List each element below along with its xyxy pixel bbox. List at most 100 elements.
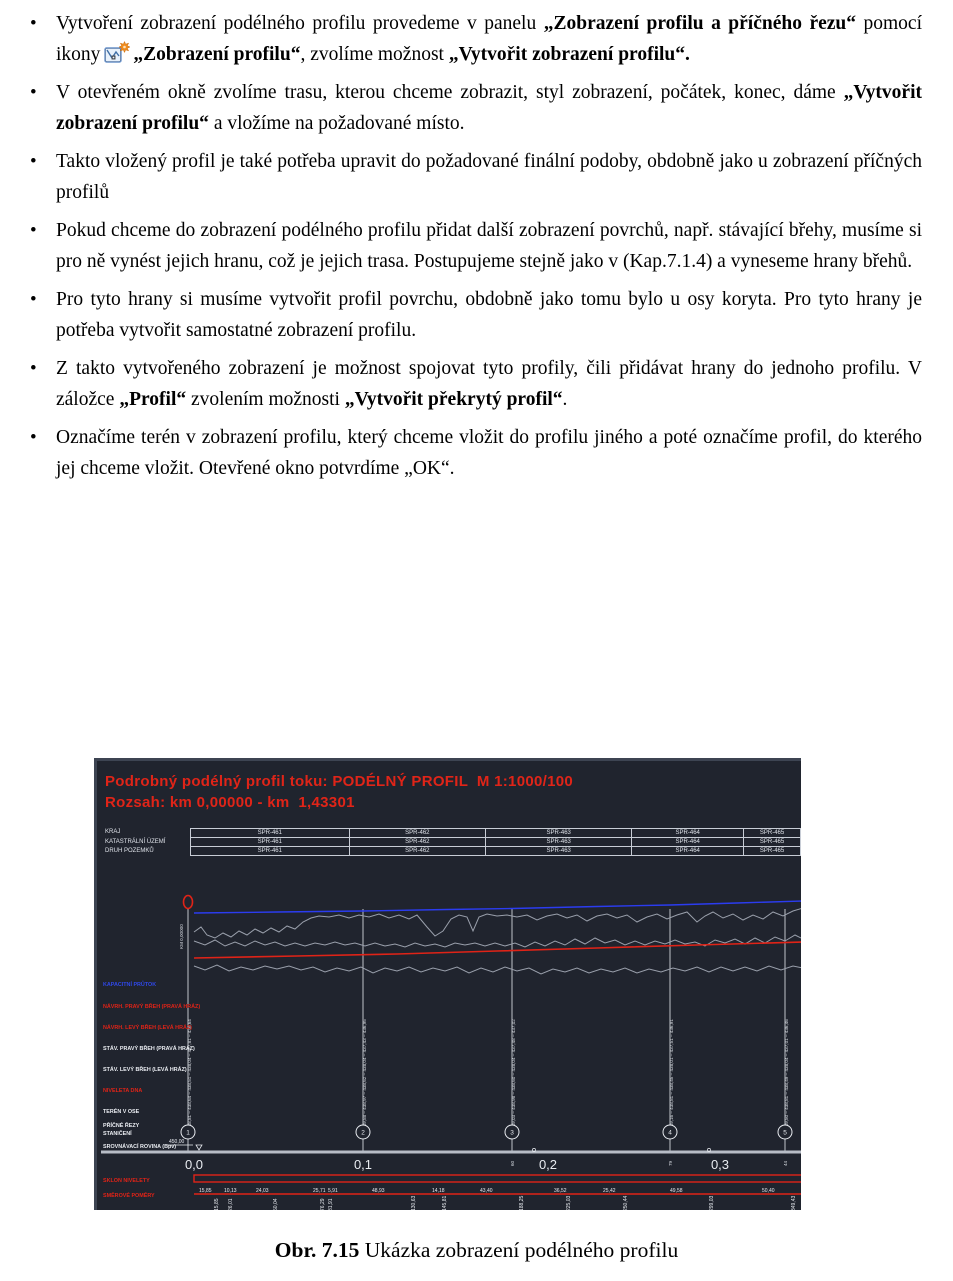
cross-section-circle: [662, 1124, 678, 1140]
parcel-cell: SPR-461: [190, 837, 350, 847]
parcel-cell: SPR-463: [485, 837, 633, 847]
bullet-marker: •: [30, 82, 37, 103]
chainage-value: 349,43: [791, 1195, 797, 1210]
datum-elevation: 450,00: [169, 1139, 185, 1145]
start-station-label: KM 0,00000: [179, 924, 184, 949]
parcel-cell: SPR-464: [631, 828, 745, 838]
cross-section-number: 4: [668, 1130, 672, 1137]
bullet-list: • Vytvoření zobrazení podélného profilu p…: [30, 8, 922, 491]
water-level-line: [193, 900, 801, 914]
cross-section-number: 3: [510, 1130, 514, 1137]
slope-band-label: SKLON NIVELETY: [103, 1178, 150, 1184]
text-segment: zvolením možnosti: [186, 389, 345, 410]
cross-section-circle: [180, 1124, 196, 1140]
segment-length: 25,71: [313, 1188, 326, 1194]
text-segment: „Vytvořit překrytý profil“: [344, 389, 563, 410]
terrain-line-lower: [193, 964, 801, 975]
axis-minor-tick: [707, 1148, 711, 1152]
axis-station-mark: 44: [783, 1160, 788, 1166]
text-segment: Vytvoření zobrazení podélného profilu pr…: [56, 13, 544, 34]
text-segment: pomocí ikony: [56, 13, 923, 65]
segment-length: 25,42: [603, 1188, 616, 1194]
chainage-value: 225,03: [566, 1195, 572, 1210]
figure-title-line2: Rozsah: km 0,00000 - km 1,43301: [105, 794, 355, 811]
station-elevations: 438,81 – 438,64 – 438,51 – 438,04 – 437,…: [187, 1019, 192, 1129]
band-label: STANIČENÍ: [103, 1129, 132, 1137]
start-marker: [182, 894, 194, 910]
bullet-marker: •: [30, 358, 37, 379]
text-segment: Pro tyto hrany si musíme vytvořit profil…: [56, 289, 922, 341]
bullet-marker: •: [30, 289, 37, 310]
figure-caption: Obr. 7.15 Ukázka zobrazení podélného pro…: [0, 1238, 953, 1263]
segment-length: 43,40: [480, 1188, 493, 1194]
caption-text: Ukázka zobrazení podélného profilu: [359, 1238, 679, 1262]
parcel-cell: SPR-464: [631, 837, 745, 847]
parcel-cell: SPR-465: [743, 846, 801, 856]
datum-symbol: [195, 1144, 203, 1151]
chainage-value: 26,01: [228, 1198, 234, 1210]
axis-tick-label: 0,0: [185, 1157, 203, 1172]
parcel-cell: SPR-465: [743, 837, 801, 847]
segment-length: 50,40: [762, 1188, 775, 1194]
segment-length: 14,18: [432, 1188, 445, 1194]
band-label: NÁVRH. PRAVÝ BŘEH (PRAVÁ HRÁZ): [103, 1002, 200, 1010]
bullet-text: Označíme terén v zobrazení profilu, kter…: [56, 422, 922, 484]
segment-length: 48,93: [372, 1188, 385, 1194]
bullet-text: Pro tyto hrany si musíme vytvořit profil…: [56, 284, 922, 346]
parcel-table-row-labels: KRAJ KATASTRÁLNÍ ÚZEMÍ DRUH POZEMKŮ: [105, 829, 166, 854]
parcel-cell: SPR-461: [190, 846, 350, 856]
bullet-text: Takto vložený profil je také potřeba upr…: [56, 146, 922, 208]
direction-band-label: SMĚROVÉ POMĚRY: [103, 1191, 155, 1199]
text-segment: Z takto vytvořeného zobrazení je možnost…: [56, 358, 922, 410]
bullet-text: V otevřeném okně zvolíme trasu, kterou c…: [56, 77, 922, 139]
text-segment: Takto vložený profil je také potřeba upr…: [56, 151, 922, 203]
band-label: SROVNÁVACÍ ROVINA (Bpv): [103, 1142, 176, 1150]
parcel-cell: SPR-465: [743, 828, 801, 838]
parcel-cell: SPR-463: [485, 828, 633, 838]
cross-section-circle: [504, 1124, 520, 1140]
chainage-value: 81,91: [328, 1198, 334, 1210]
bullet-item: • Označíme terén v zobrazení profilu, kte…: [30, 422, 922, 484]
text-segment: Označíme terén v zobrazení profilu, kter…: [56, 427, 922, 479]
bullet-text: Z takto vytvořeného zobrazení je možnost…: [56, 353, 922, 415]
text-segment: „Profil“: [119, 389, 187, 410]
cross-section-number: 1: [186, 1130, 190, 1137]
text-segment: Pokud chceme do zobrazení podélného prof…: [56, 220, 922, 272]
caption-number: Obr. 7.15: [274, 1238, 360, 1262]
bullet-item: • Pokud chceme do zobrazení podélného pro…: [30, 215, 922, 277]
parcel-cell: SPR-462: [348, 837, 487, 847]
segment-length: 36,52: [554, 1188, 567, 1194]
station-elevations: 439,58 – 438,97 – 438,62 – 438,04 – 437,…: [362, 1019, 367, 1129]
figure-title-line1: Podrobný podélný profil toku: PODÉLNÝ PR…: [105, 773, 574, 790]
bullet-marker: •: [30, 151, 37, 172]
axis-tick-label: 0,1: [354, 1157, 372, 1172]
text-segment: „Zobrazení profilu“: [133, 44, 301, 65]
band-label: NIVELETA DNA: [103, 1088, 142, 1094]
niveleta-line: [193, 941, 801, 959]
terrain-line-upper: [193, 908, 801, 939]
segment-length: 5,91: [328, 1188, 338, 1194]
cross-section-circle: [355, 1124, 371, 1140]
axis-station-mark: 60: [510, 1160, 515, 1166]
profile-view-icon: [104, 40, 132, 63]
axis-tick-label: 0,3: [711, 1157, 729, 1172]
segment-length: 24,03: [256, 1188, 269, 1194]
chainage-value: 188,25: [519, 1195, 525, 1210]
bullet-text: Pokud chceme do zobrazení podélného prof…: [56, 215, 922, 277]
chainage-value: 15,85: [214, 1198, 220, 1210]
parcel-cell: SPR-464: [631, 846, 745, 856]
parcel-cell: SPR-463: [485, 846, 633, 856]
cross-section-number: 2: [361, 1130, 365, 1137]
chainage-value: 50,04: [273, 1198, 279, 1210]
station-elevations: 439,16 – 438,81 – 438,45 – 438,01 – 437,…: [669, 1019, 674, 1129]
band-label: TERÉN V OSE: [103, 1107, 140, 1115]
text-segment: „Zobrazení profilu a příčného řezu“: [543, 13, 857, 34]
station-elevations: 439,03 – 438,98 – 438,60 – 438,04 – 437,…: [511, 1019, 516, 1129]
bullet-marker: •: [30, 427, 37, 448]
band-label: PŘÍČNÉ ŘEZY: [103, 1121, 140, 1129]
axis-minor-tick: [532, 1148, 536, 1152]
bullet-item: • Vytvoření zobrazení podélného profilu p…: [30, 8, 922, 70]
band-label: KAPACITNÍ PRŮTOK: [103, 980, 156, 988]
parcel-cell: SPR-462: [348, 846, 487, 856]
bullet-item: • Pro tyto hrany si musíme vytvořit profi…: [30, 284, 922, 346]
